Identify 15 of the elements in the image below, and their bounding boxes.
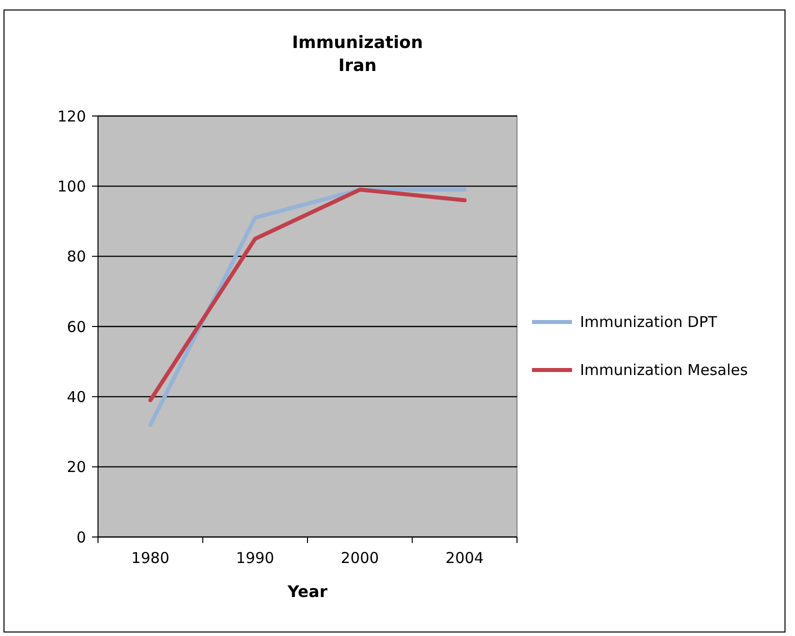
y-tick-label: 0 [76, 528, 86, 546]
chart-title: Immunization Iran [292, 33, 423, 76]
y-tick-label: 100 [57, 177, 86, 196]
y-tick-label: 80 [66, 248, 86, 266]
x-tick-label: 1980 [131, 549, 170, 567]
legend-label: Immunization DPT [580, 313, 718, 331]
legend-label: Immunization Mesales [580, 361, 748, 379]
y-tick-label: 120 [57, 107, 86, 126]
x-tick-label: 2004 [446, 549, 484, 567]
x-tick-label: 1990 [236, 549, 274, 567]
y-tick-label: 20 [66, 458, 86, 476]
y-tick-label: 60 [66, 318, 86, 336]
x-axis-title: Year [286, 582, 328, 601]
x-tick-label: 2000 [340, 549, 379, 567]
y-tick-label: 40 [66, 388, 86, 406]
